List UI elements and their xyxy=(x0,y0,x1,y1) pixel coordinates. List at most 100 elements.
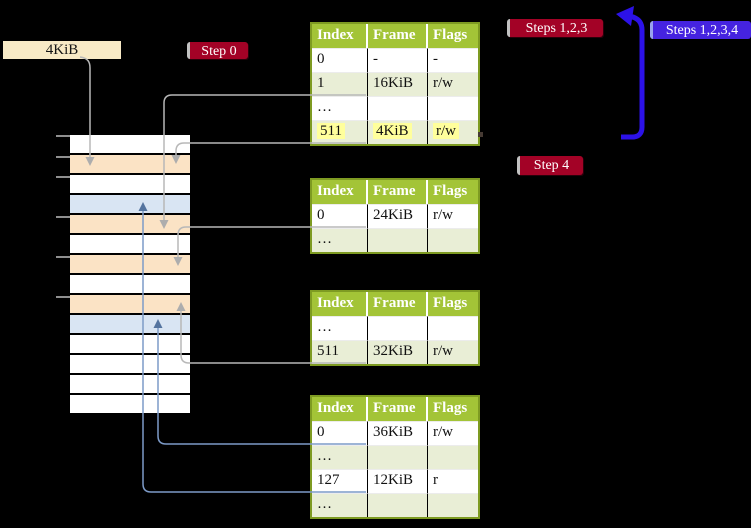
table-cell: 0 xyxy=(312,204,368,228)
highlighted-cell-value: r/w xyxy=(433,123,459,139)
cell-value: … xyxy=(317,319,332,335)
cell-value: … xyxy=(317,231,332,247)
table-cell: r/w xyxy=(428,340,478,364)
memory-tick xyxy=(56,256,70,258)
steps-flow-arrow xyxy=(621,14,645,140)
table-cell: 127 xyxy=(312,469,368,493)
table-header-row: Index Frame Flags xyxy=(312,292,478,316)
table-cell: 1 xyxy=(312,72,368,96)
table-cell: 24KiB xyxy=(368,204,428,228)
memory-tick xyxy=(56,135,70,137)
table-cell xyxy=(368,316,428,340)
table-cell: 32KiB xyxy=(368,340,428,364)
cell-value: 0 xyxy=(317,424,325,440)
memory-tick xyxy=(56,156,70,158)
column-header-index: Index xyxy=(312,24,368,48)
table-row: 1 16KiB r/w xyxy=(312,72,478,96)
table-cell xyxy=(428,96,478,120)
cell-value: r/w xyxy=(433,207,453,223)
table-cell: … xyxy=(312,228,368,252)
physical-memory-column xyxy=(70,135,190,415)
cell-value: 36KiB xyxy=(373,424,414,440)
table-cell: 4KiB xyxy=(368,120,428,144)
cell-value: 511 xyxy=(317,343,339,359)
column-header-frame: Frame xyxy=(368,292,428,316)
table-row: 0 24KiB r/w xyxy=(312,204,478,228)
table-row: … xyxy=(312,228,478,252)
table-cell: r/w xyxy=(428,120,478,144)
column-header-index: Index xyxy=(312,397,368,421)
table-cell: 0 xyxy=(312,421,368,445)
page-table-level-4: Index Frame Flags 0 36KiB r/w … 127 12KiB r … xyxy=(310,395,480,519)
column-header-flags: Flags xyxy=(433,295,468,311)
table-cell: 0 xyxy=(312,48,368,72)
table-row: 0 - - xyxy=(312,48,478,72)
page-table-level-3: Index Frame Flags … 511 32KiB r/w xyxy=(310,290,480,366)
table-row: 511 4KiB r/w xyxy=(312,120,478,144)
column-header-flags: Flags xyxy=(433,27,468,43)
column-header-flags: Flags xyxy=(433,400,468,416)
cell-value: 32KiB xyxy=(373,343,414,359)
page-size-box: 4KiB xyxy=(3,41,121,59)
table-row: 127 12KiB r xyxy=(312,469,478,493)
cell-value: r/w xyxy=(433,343,453,359)
table-cell: … xyxy=(312,316,368,340)
arrow-up-left-icon xyxy=(616,6,634,26)
cell-value: 0 xyxy=(317,207,325,223)
cell-value: 24KiB xyxy=(373,207,414,223)
table-cell xyxy=(428,493,478,517)
steps123-label: Steps 1,2,3 xyxy=(507,19,603,37)
cell-value: r/w xyxy=(433,75,453,91)
table-cell: 12KiB xyxy=(368,469,428,493)
memory-tick xyxy=(56,216,70,218)
page-table-level-2: Index Frame Flags 0 24KiB r/w … xyxy=(310,178,480,254)
memory-frame-row-6 xyxy=(70,255,190,275)
highlighted-cell-value: 511 xyxy=(317,123,345,139)
table-header-row: Index Frame Flags xyxy=(312,397,478,421)
cell-value: 1 xyxy=(317,75,325,91)
table-row: 0 36KiB r/w xyxy=(312,421,478,445)
memory-frame-row-8 xyxy=(70,295,190,315)
column-header-index: Index xyxy=(312,180,368,204)
table-cell xyxy=(428,445,478,469)
table-cell: 36KiB xyxy=(368,421,428,445)
page-table-level-1: Index Frame Flags 0 - - 1 16KiB r/w … 511 4KiB r/w xyxy=(310,22,480,146)
table-row: … xyxy=(312,316,478,340)
column-header-index: Index xyxy=(312,292,368,316)
highlighted-cell-value: 4KiB xyxy=(373,123,412,139)
memory-frame-row-9 xyxy=(70,315,190,335)
column-header-flags: Flags xyxy=(433,183,468,199)
table-cell: 16KiB xyxy=(368,72,428,96)
table-cell: … xyxy=(312,493,368,517)
cell-value: r/w xyxy=(433,424,453,440)
table-header-row: Index Frame Flags xyxy=(312,24,478,48)
table-cell: r xyxy=(428,469,478,493)
table-row: … xyxy=(312,493,478,517)
cell-value: - xyxy=(433,51,438,67)
table-header-row: Index Frame Flags xyxy=(312,180,478,204)
cell-value: 127 xyxy=(317,472,340,488)
table-cell xyxy=(368,493,428,517)
memory-frame-row-0 xyxy=(70,135,190,155)
memory-frame-row-10 xyxy=(70,335,190,355)
steps1234-label: Steps 1,2,3,4 xyxy=(650,21,751,39)
column-header-frame: Frame xyxy=(368,397,428,421)
cell-value: … xyxy=(317,99,332,115)
table-cell xyxy=(368,445,428,469)
memory-frame-row-3 xyxy=(70,195,190,215)
memory-frame-row-12 xyxy=(70,375,190,395)
cell-value: 0 xyxy=(317,51,325,67)
column-header-frame: Frame xyxy=(368,180,428,204)
column-header-frame: Frame xyxy=(368,24,428,48)
memory-frame-row-13 xyxy=(70,395,190,415)
table-cell xyxy=(428,316,478,340)
table-cell: … xyxy=(312,96,368,120)
table-cell xyxy=(368,96,428,120)
step4-label: Step 4 xyxy=(517,156,583,175)
memory-frame-row-11 xyxy=(70,355,190,375)
table-cell: - xyxy=(428,48,478,72)
cell-value: r xyxy=(433,472,438,488)
table-row: 511 32KiB r/w xyxy=(312,340,478,364)
cell-value: … xyxy=(317,448,332,464)
